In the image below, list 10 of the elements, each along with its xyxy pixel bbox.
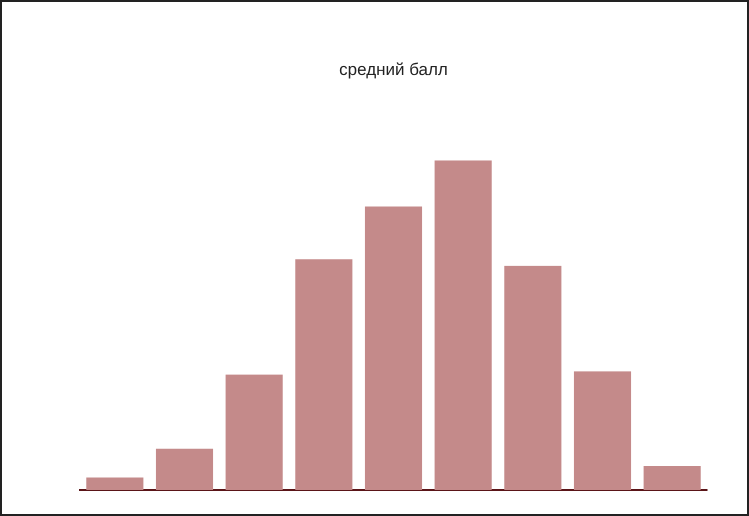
chart-title: средний балл xyxy=(339,60,448,79)
bar xyxy=(364,206,422,490)
bar xyxy=(226,374,283,490)
bar xyxy=(644,466,701,490)
bar xyxy=(156,448,214,490)
bar xyxy=(434,160,492,490)
bar xyxy=(504,266,562,490)
bar xyxy=(86,477,144,490)
bar xyxy=(574,371,632,490)
bar xyxy=(295,259,352,490)
